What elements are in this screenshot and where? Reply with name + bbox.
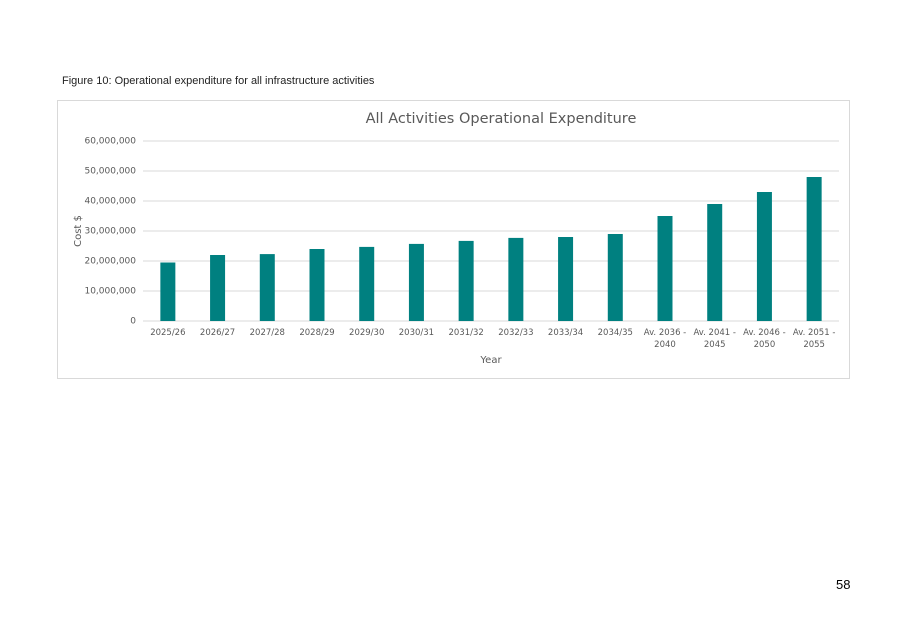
x-tick-label: 2030/31 xyxy=(398,328,435,338)
y-tick-label: 0 xyxy=(130,317,136,327)
y-tick-label: 40,000,000 xyxy=(84,197,136,207)
bar xyxy=(160,262,176,321)
x-tick-label: 2025/26 xyxy=(150,328,186,338)
x-tick-label: 2033/34 xyxy=(547,328,584,338)
chart-frame xyxy=(57,100,850,379)
bar xyxy=(508,237,524,321)
x-tick-label: 2034/35 xyxy=(597,328,633,338)
y-tick-label: 20,000,000 xyxy=(84,257,136,267)
x-tick-label: 2032/33 xyxy=(498,328,534,338)
x-axis-label: Year xyxy=(479,355,502,366)
bar xyxy=(259,254,275,321)
chart-title: All Activities Operational Expenditure xyxy=(366,111,637,127)
bar xyxy=(309,249,325,321)
x-tick-label: Av. 2046 - 2050 xyxy=(743,328,786,350)
x-tick-label: 2028/29 xyxy=(299,328,335,338)
y-axis-label: Cost $ xyxy=(73,215,84,247)
bar xyxy=(408,243,424,321)
x-tick-label: Av. 2041 - 2045 xyxy=(693,328,736,350)
bar xyxy=(458,240,474,321)
bar xyxy=(707,204,723,321)
x-tick-label: Av. 2036 - 2040 xyxy=(643,328,687,350)
y-tick-label: 10,000,000 xyxy=(84,287,136,297)
x-tick-label: 2026/27 xyxy=(199,328,236,338)
figure-caption: Figure 10: Operational expenditure for a… xyxy=(62,75,375,87)
x-tick-label: Av. 2051 - 2055 xyxy=(792,328,836,350)
y-tick-label: 30,000,000 xyxy=(84,227,136,237)
bar xyxy=(806,177,822,321)
y-tick-label: 60,000,000 xyxy=(84,137,136,147)
x-tick-label: 2027/28 xyxy=(249,328,285,338)
bar xyxy=(210,255,226,321)
bar xyxy=(558,237,574,321)
bar xyxy=(607,234,623,321)
x-tick-label: 2029/30 xyxy=(349,328,385,338)
page-number: 58 xyxy=(836,577,851,592)
x-tick-label: 2031/32 xyxy=(448,328,484,338)
bar xyxy=(657,216,673,321)
bar xyxy=(756,192,772,321)
y-tick-label: 50,000,000 xyxy=(84,167,136,177)
bar xyxy=(359,246,375,321)
